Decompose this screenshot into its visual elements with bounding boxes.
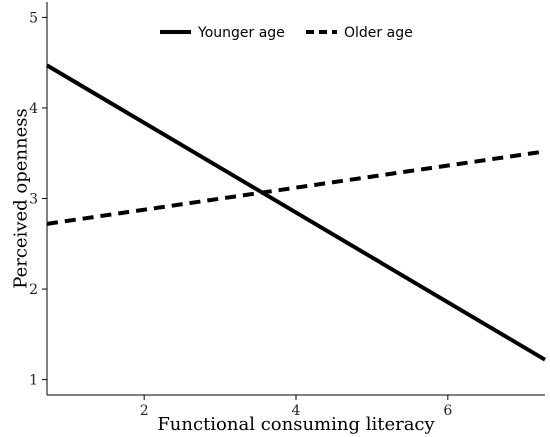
y-tick-label: 3	[29, 192, 38, 208]
x-axis-ticks: 2 4 6	[140, 395, 452, 419]
x-tick-label: 6	[443, 403, 452, 419]
y-tick-label: 5	[29, 10, 38, 26]
x-tick-label: 2	[140, 403, 149, 419]
legend: Younger age Older age	[160, 25, 413, 41]
x-axis-title: Functional consuming literacy	[157, 414, 435, 435]
series-line-younger-age	[45, 63, 547, 362]
plot-lines	[45, 63, 547, 362]
y-tick-label: 2	[29, 282, 38, 298]
x-tick-label: 4	[292, 403, 301, 419]
legend-label-younger-age: Younger age	[197, 25, 285, 41]
legend-label-older-age: Older age	[344, 25, 413, 41]
y-axis-ticks: 1 2 3 4 5	[29, 10, 47, 389]
y-tick-label: 1	[29, 373, 38, 389]
y-axis-title: Perceived openness	[10, 108, 31, 288]
series-line-older-age	[46, 149, 546, 226]
y-tick-label: 4	[29, 101, 38, 117]
